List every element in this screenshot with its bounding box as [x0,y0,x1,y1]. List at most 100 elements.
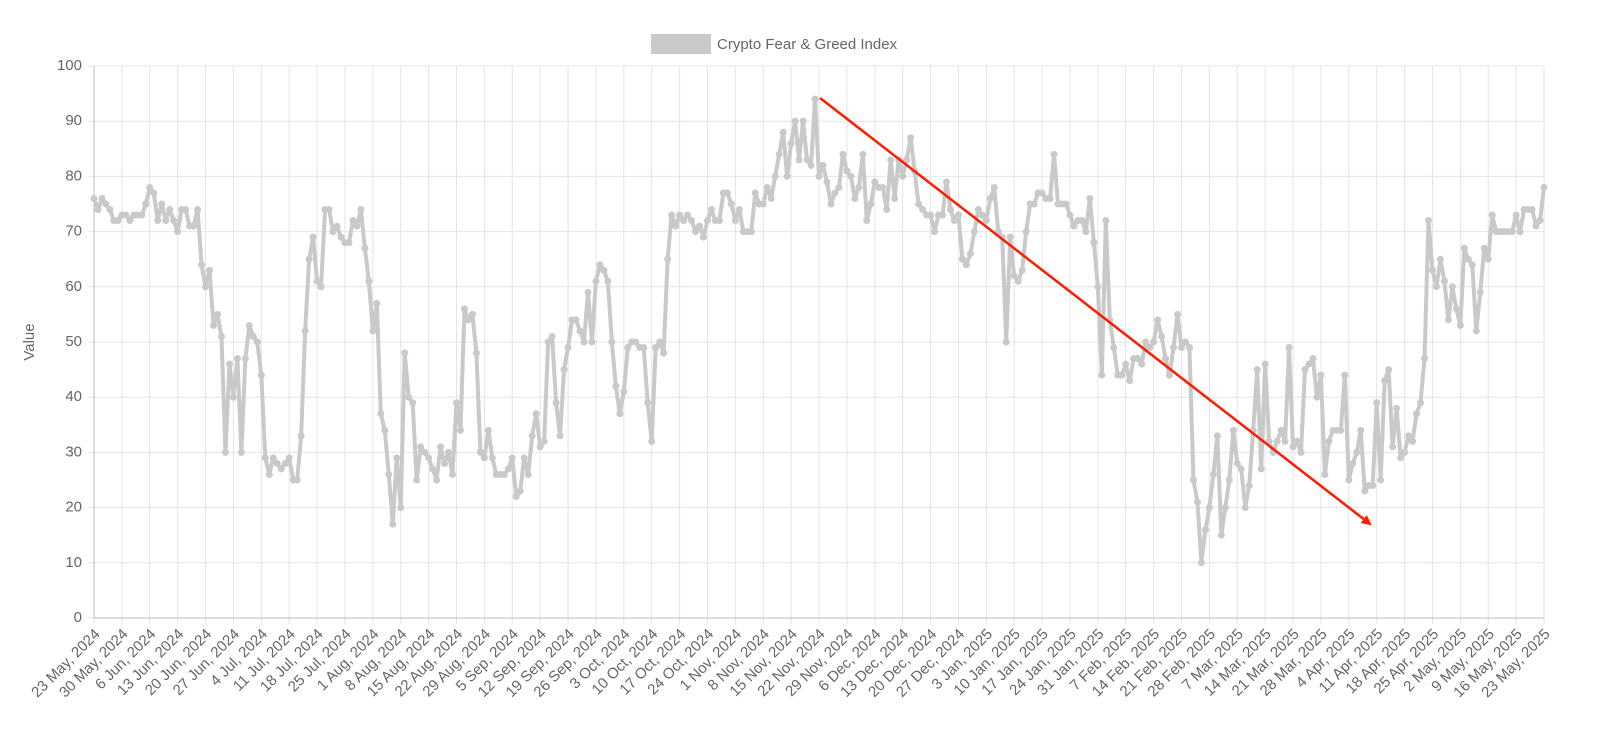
data-point [1253,366,1261,374]
data-point [488,454,496,462]
data-point [692,228,700,236]
data-point [1353,448,1361,456]
data-point [1337,426,1345,434]
data-point [98,194,106,202]
data-point [257,371,265,379]
plot [90,95,1548,567]
data-point [640,344,648,352]
data-point [1126,377,1134,385]
data-point [1245,482,1253,490]
y-tick-label: 50 [65,333,82,350]
data-point [1516,228,1524,236]
data-point [1261,360,1269,368]
data-point [1540,183,1548,191]
data-point [1305,360,1313,368]
data-point [190,222,198,230]
data-point [795,156,803,164]
data-point [556,432,564,440]
data-point [1468,261,1476,269]
data-point [1472,327,1480,335]
data-point [946,206,954,214]
y-tick-label: 30 [65,443,82,460]
y-tick-label: 10 [65,554,82,571]
data-point [843,167,851,175]
data-point [1002,338,1010,346]
data-point [1213,432,1221,440]
data-point [441,459,449,467]
data-point [1257,465,1265,473]
data-point [1277,426,1285,434]
data-point [1066,211,1074,219]
data-point [1424,217,1432,225]
data-point [421,448,429,456]
data-point [652,344,660,352]
data-point [154,217,162,225]
data-point [644,399,652,407]
data-point [213,310,221,318]
data-point [676,211,684,219]
data-point [361,244,369,252]
data-point [1193,498,1201,506]
data-point [1297,448,1305,456]
data-point [1170,344,1178,352]
data-point [1134,355,1142,363]
data-point [449,470,457,478]
data-point [1197,559,1205,567]
data-point [1022,228,1030,236]
data-point [1488,211,1496,219]
data-point [767,194,775,202]
data-point [931,228,939,236]
data-point [839,150,847,158]
data-point [1150,338,1158,346]
data-point [1174,310,1182,318]
data-point [1349,459,1357,467]
data-point [891,194,899,202]
data-point [158,200,166,208]
data-point [970,228,978,236]
data-point [405,393,413,401]
data-point [297,432,305,440]
data-point [281,459,289,467]
data-point [807,161,815,169]
data-point [460,305,468,313]
data-point [1229,426,1237,434]
data-point [520,454,528,462]
data-point [1357,426,1365,434]
data-point [1122,360,1130,368]
data-point [950,217,958,225]
data-point [883,206,891,214]
data-point [277,465,285,473]
data-point [1014,277,1022,285]
data-point [747,228,755,236]
data-point [500,470,508,478]
data-point [1209,470,1217,478]
data-point [624,344,632,352]
data-point [210,321,218,329]
data-point [688,217,696,225]
data-point [871,178,879,186]
data-point [1361,487,1369,495]
data-point [1233,459,1241,467]
data-point [580,338,588,346]
data-point [1417,399,1425,407]
data-point [672,222,680,230]
data-point [325,206,333,214]
data-point [1369,482,1377,490]
data-point [942,178,950,186]
data-point [94,206,102,214]
data-point [417,443,425,451]
data-point [544,338,552,346]
data-point [919,206,927,214]
data-point [1460,244,1468,252]
data-point [453,399,460,407]
data-point [301,327,309,335]
data-point [1006,233,1014,241]
data-point [632,338,640,346]
data-point [759,200,767,208]
data-point [954,211,962,219]
data-point [1512,211,1520,219]
data-point [695,222,703,230]
data-point [269,454,277,462]
